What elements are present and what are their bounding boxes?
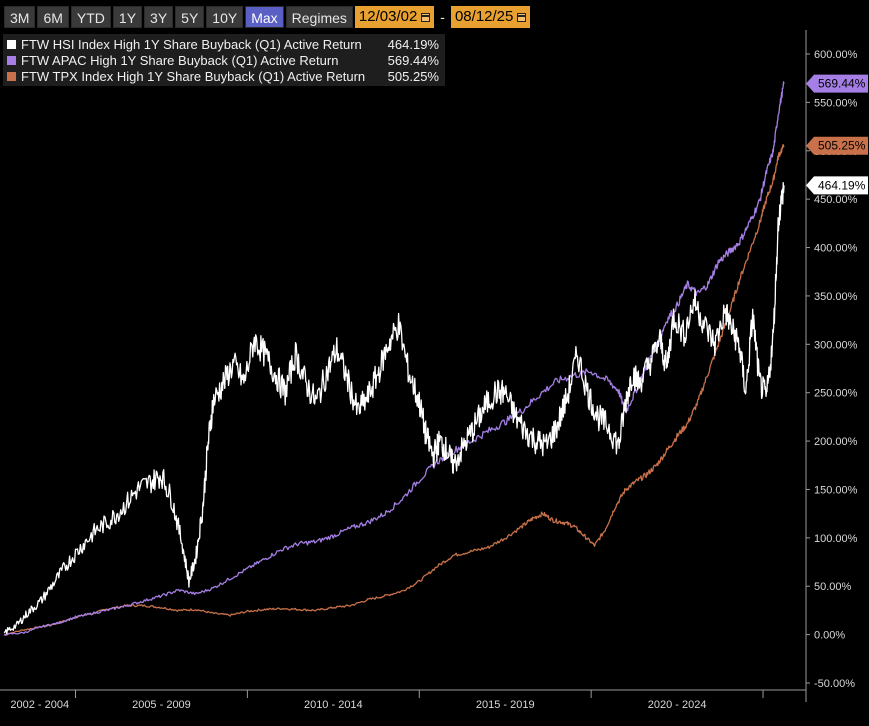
legend-swatch-apac	[7, 55, 16, 65]
y-tick-label: 600.00%	[814, 49, 858, 61]
x-tick-label: 2005 - 2009	[132, 699, 191, 711]
range-ytd-button[interactable]: YTD	[70, 6, 111, 28]
y-axis: 600.00%550.00%500.00%450.00%400.00%350.0…	[805, 30, 858, 702]
last-value-flag: 505.25%	[806, 136, 868, 155]
range-1y-button[interactable]: 1Y	[112, 6, 143, 28]
range-6m-button[interactable]: 6M	[37, 6, 69, 28]
flag-label: 464.19%	[818, 178, 866, 192]
flag-shape	[806, 74, 868, 93]
start-date-field[interactable]: 12/03/02	[354, 6, 435, 28]
range-5y-button[interactable]: 5Y	[175, 6, 205, 28]
y-tick-label: 250.00%	[814, 388, 858, 400]
legend-value: 505.25%	[387, 68, 439, 84]
flag-label: 505.25%	[818, 139, 866, 153]
y-tick-label: 0.00%	[814, 630, 845, 642]
series-lines	[3, 81, 785, 636]
y-tick-label: 50.00%	[814, 581, 852, 593]
calendar-icon[interactable]	[517, 12, 527, 22]
x-tick-label: 2015 - 2019	[476, 699, 535, 711]
x-tick-label: 2002 - 2004	[10, 699, 69, 711]
range-3y-button[interactable]: 3Y	[144, 6, 174, 28]
regimes-button[interactable]: Regimes	[285, 6, 353, 28]
range-max-button[interactable]: Max	[245, 6, 284, 28]
legend-label: FTW HSI Index High 1Y Share Buyback (Q1)…	[21, 36, 362, 52]
legend-swatch-tpx	[7, 71, 16, 81]
y-tick-label: 350.00%	[814, 291, 858, 303]
legend-item-tpx[interactable]: FTW TPX Index High 1Y Share Buyback (Q1)…	[7, 68, 439, 84]
flag-shape	[806, 176, 868, 195]
x-tick-label: 2020 - 2024	[648, 699, 707, 711]
y-tick-label: 100.00%	[814, 533, 858, 545]
series-line	[3, 144, 785, 636]
legend-value: 464.19%	[387, 36, 439, 52]
calendar-icon[interactable]	[421, 12, 431, 22]
series-line	[3, 182, 785, 635]
range-10y-button[interactable]: 10Y	[206, 6, 244, 28]
end-date-value: 08/12/25	[454, 8, 514, 25]
legend-label: FTW TPX Index High 1Y Share Buyback (Q1)…	[21, 68, 366, 84]
y-tick-label: 200.00%	[814, 436, 858, 448]
start-date-value: 12/03/02	[358, 8, 418, 25]
flag-label: 569.44%	[818, 77, 866, 91]
y-tick-label: -50.00%	[814, 678, 855, 690]
y-tick-label: 550.00%	[814, 97, 858, 109]
legend-item-hsi[interactable]: FTW HSI Index High 1Y Share Buyback (Q1)…	[7, 36, 439, 52]
y-tick-label: 300.00%	[814, 339, 858, 351]
series-line	[3, 81, 785, 636]
legend-swatch-hsi	[7, 39, 16, 49]
end-date-field[interactable]: 08/12/25	[450, 6, 531, 28]
range-toolbar: 3M 6M YTD 1Y 3Y 5Y 10Y Max Regimes 12/03…	[4, 6, 531, 28]
last-value-flag: 569.44%	[806, 74, 868, 93]
flag-shape	[806, 136, 868, 155]
legend-value: 569.44%	[387, 52, 439, 68]
legend-item-apac[interactable]: FTW APAC High 1Y Share Buyback (Q1) Acti…	[7, 52, 439, 68]
last-value-flags: 464.19% 569.44% 505.25%	[806, 74, 868, 195]
y-tick-label: 400.00%	[814, 243, 858, 255]
range-3m-button[interactable]: 3M	[4, 6, 36, 28]
legend: FTW HSI Index High 1Y Share Buyback (Q1)…	[3, 34, 445, 86]
legend-label: FTW APAC High 1Y Share Buyback (Q1) Acti…	[21, 52, 339, 68]
x-axis: 2002 - 2004 2005 - 2009 2010 - 2014 2015 - …	[0, 689, 806, 711]
y-tick-label: 450.00%	[814, 194, 858, 206]
date-separator: -	[440, 9, 445, 25]
x-tick-label: 2010 - 2014	[304, 699, 363, 711]
last-value-flag: 464.19%	[806, 176, 868, 195]
y-tick-label: 150.00%	[814, 484, 858, 496]
